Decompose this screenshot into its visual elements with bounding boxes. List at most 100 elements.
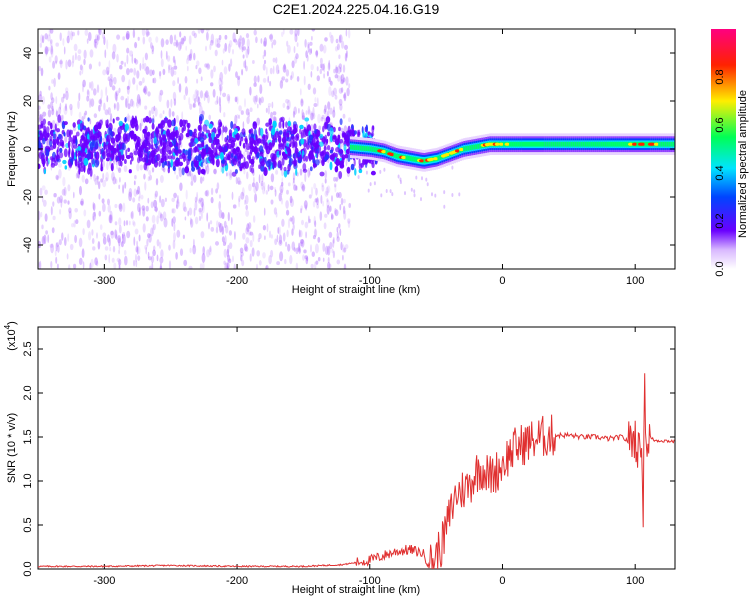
band-blob [124, 117, 127, 123]
noise-blob [103, 102, 106, 111]
noise-blob [292, 172, 296, 181]
band-blob [56, 158, 61, 163]
noise-blob [253, 29, 257, 36]
band-blob [124, 123, 129, 131]
noise-blob [248, 222, 252, 230]
noise-blob [40, 211, 43, 218]
noise-blob [66, 35, 70, 44]
noise-blob [123, 249, 127, 256]
noise-blob [55, 256, 58, 264]
noise-blob [285, 200, 289, 209]
noise-blob [289, 29, 294, 35]
ridge-band [353, 145, 357, 150]
noise-blob [93, 113, 98, 119]
noise-blob [343, 92, 347, 102]
noise-blob [56, 196, 61, 204]
band-blob [339, 139, 344, 144]
band-blob [316, 150, 319, 159]
band-blob [108, 145, 112, 155]
band-blob [187, 122, 191, 129]
noise-blob [191, 30, 196, 36]
noise-blob [132, 29, 136, 39]
noise-blob [431, 192, 433, 197]
noise-blob [124, 255, 128, 266]
ridge-hotspot [653, 142, 659, 146]
noise-blob [118, 87, 121, 94]
noise-blob [98, 210, 102, 217]
noise-blob [311, 29, 316, 32]
noise-blob [168, 108, 172, 118]
band-blob [158, 144, 161, 152]
noise-blob [138, 96, 141, 106]
noise-blob [173, 41, 177, 47]
noise-blob [110, 76, 114, 82]
noise-blob [179, 248, 184, 256]
noise-blob [307, 83, 311, 91]
band-blob [168, 143, 172, 149]
band-blob [67, 140, 71, 149]
noise-blob [100, 178, 103, 183]
noise-blob [198, 208, 203, 213]
noise-blob [180, 37, 185, 45]
noise-blob [162, 68, 166, 76]
band-blob [50, 157, 54, 166]
band-blob [77, 123, 81, 130]
noise-blob [74, 208, 78, 213]
noise-blob [160, 38, 165, 48]
noise-blob [93, 38, 97, 49]
noise-blob [280, 155, 282, 161]
band-blob [130, 156, 134, 162]
noise-blob [135, 260, 138, 268]
noise-blob [50, 45, 54, 55]
band-blob [272, 136, 278, 141]
noise-blob [334, 94, 338, 100]
noise-blob [150, 42, 153, 49]
band-blob [283, 169, 288, 178]
noise-blob [143, 85, 148, 95]
noise-blob [153, 105, 156, 111]
noise-blob [164, 197, 167, 202]
noise-blob [141, 29, 146, 37]
noise-blob [319, 68, 322, 75]
noise-blob [287, 99, 291, 110]
noise-blob [120, 241, 124, 248]
noise-blob [115, 178, 118, 184]
noise-blob [95, 260, 99, 267]
noise-blob [316, 75, 320, 82]
noise-blob [321, 63, 325, 71]
noise-blob [337, 65, 341, 75]
noise-blob [311, 112, 316, 120]
noise-blob [222, 48, 225, 54]
noise-blob [102, 236, 107, 245]
band-blob [329, 149, 334, 154]
noise-blob [55, 60, 57, 65]
band-blob [156, 153, 161, 162]
noise-blob [332, 239, 335, 248]
noise-blob [323, 73, 325, 79]
noise-blob [177, 77, 179, 84]
ridge-band [662, 141, 665, 147]
band-blob [236, 161, 240, 167]
band-blob [215, 158, 220, 168]
noise-blob [310, 112, 314, 121]
noise-blob [328, 79, 332, 85]
ridge-band [610, 141, 614, 147]
noise-blob [122, 184, 125, 194]
noise-blob [266, 223, 269, 233]
noise-blob [126, 230, 131, 239]
noise-blob [346, 87, 350, 97]
band-blob [170, 158, 173, 168]
noise-blob [289, 195, 293, 204]
noise-blob [92, 211, 96, 221]
noise-blob [149, 265, 152, 269]
noise-blob [62, 93, 66, 99]
band-blob [77, 146, 82, 151]
noise-blob [114, 229, 117, 239]
noise-blob [106, 95, 109, 103]
band-blob [120, 160, 123, 167]
noise-blob [334, 74, 339, 79]
noise-blob [330, 34, 334, 44]
noise-blob [227, 244, 230, 255]
band-blob [112, 118, 115, 124]
noise-blob [67, 30, 71, 38]
